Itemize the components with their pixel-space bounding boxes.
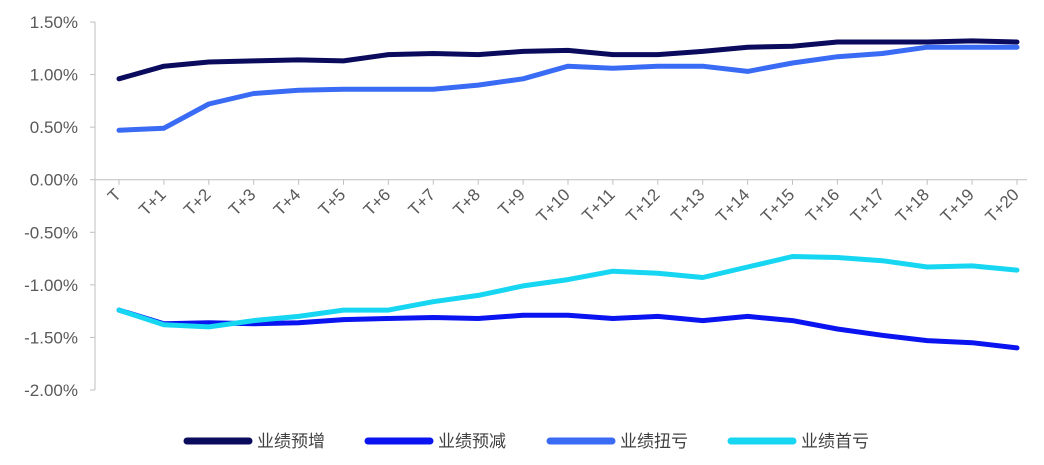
legend-label: 业绩扭亏 [620,432,688,452]
x-tick-label: T+18 [892,185,933,226]
series-line-3 [116,254,1020,330]
y-axis: 1.50% 1.00% 0.50% 0.00% -0.50% -1.00% -1.50% -2… [24,13,96,400]
x-tick-label: T+16 [802,185,843,226]
x-tick-label: T+6 [360,185,394,219]
series-line-0 [116,38,1020,82]
x-tick-label: T+1 [135,185,169,219]
x-tick-label: T+10 [533,185,574,226]
legend-label: 业绩首亏 [801,432,869,452]
x-tick-label: T+4 [270,185,304,219]
x-tick-label: T+20 [982,185,1023,226]
y-tick-label: 0.50% [30,118,78,137]
y-tick-label: -2.00% [24,381,78,400]
x-tick-label: T+12 [622,185,663,226]
legend: 业绩预增 业绩预减 业绩扭亏 业绩首亏 [183,432,869,452]
x-tick-label: T+19 [937,185,978,226]
series-line-2 [116,44,1020,133]
legend-label: 业绩预减 [438,432,506,452]
series-lines [116,38,1020,351]
x-tick-label: T+2 [180,185,214,219]
y-tick-label: -0.50% [24,223,78,242]
x-tick-label: T+7 [405,185,439,219]
x-tick-label: T+15 [757,185,798,226]
x-tick-label: T+5 [315,185,349,219]
x-tick-label: T+11 [578,185,618,225]
x-tick-label: T+9 [494,185,528,219]
y-tick-label: -1.50% [24,328,78,347]
legend-label: 业绩预增 [257,432,325,452]
x-tick-label: T+13 [667,185,708,226]
y-tick-label: 0.00% [30,171,78,190]
x-tick-label: T+8 [450,185,484,219]
y-tick-label: 1.50% [30,13,78,32]
series-line-1 [116,307,1020,351]
y-tick-label: -1.00% [24,276,78,295]
x-axis: T T+1 T+2 T+3 T+4 T+5 T+6 T+7 T+8 T+9 T+10 T+11 T+12… [95,179,1027,226]
x-tick-label: T+17 [847,185,888,226]
x-tick-label: T+3 [225,185,259,219]
x-tick-label: T+14 [712,185,753,226]
y-tick-label: 1.00% [30,66,78,85]
x-tick-label: T [104,185,125,206]
